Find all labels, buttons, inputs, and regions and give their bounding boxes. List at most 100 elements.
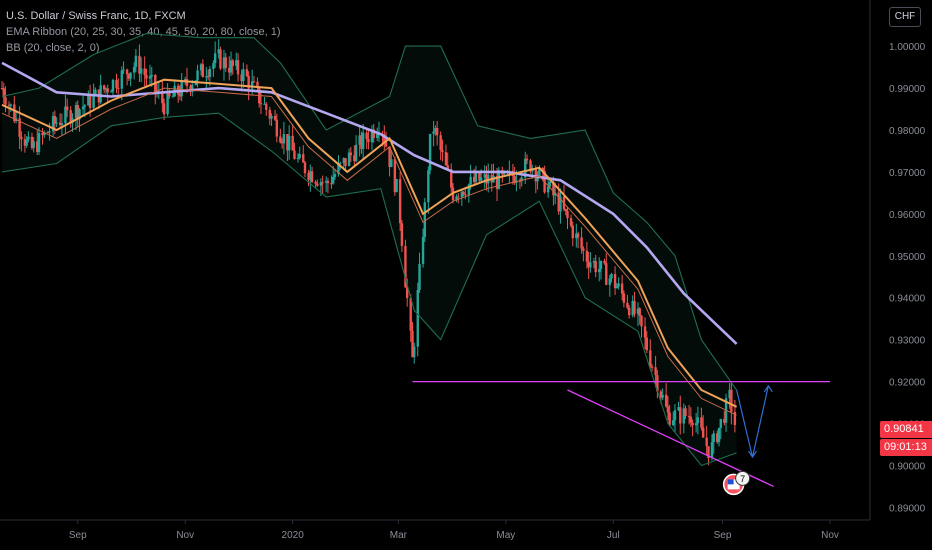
candle-body: [275, 119, 279, 137]
candle-body: [546, 186, 550, 193]
candle-body: [608, 278, 611, 285]
candle-body: [571, 225, 574, 239]
candle-body: [138, 55, 141, 74]
candle-body: [279, 136, 282, 143]
candle-body: [132, 66, 136, 73]
ema-ribbon-label[interactable]: EMA Ribbon (20, 25, 30, 35, 40, 45, 50, …: [6, 26, 281, 38]
candle-body: [495, 176, 499, 189]
candle-body: [145, 74, 148, 79]
candle-body: [479, 177, 483, 181]
candle-body: [185, 79, 189, 87]
candle-body: [273, 115, 277, 120]
bollinger-bands-label[interactable]: BB (20, close, 2, 0): [6, 42, 100, 54]
candle-body: [418, 263, 421, 291]
candle-body: [18, 118, 21, 137]
symbol-title: U.S. Dollar / Swiss Franc, 1D, FXCM: [6, 10, 186, 22]
candle-body: [497, 170, 501, 189]
candle-body: [9, 104, 13, 106]
candle-body: [259, 103, 263, 105]
candle-body: [196, 70, 199, 81]
candle-body: [51, 115, 55, 132]
currency-button[interactable]: CHF: [889, 7, 921, 27]
candle-body: [213, 53, 217, 64]
candle-body: [677, 407, 680, 411]
candle-body: [559, 196, 562, 212]
event-badge[interactable]: 7: [722, 470, 751, 496]
candle-body: [41, 133, 44, 136]
candle-body: [668, 412, 671, 426]
candle-body: [710, 442, 714, 459]
candle-body: [398, 179, 402, 224]
candle-body: [620, 283, 624, 294]
candle-body: [587, 261, 590, 268]
candle-body: [483, 174, 486, 178]
candle-body: [321, 182, 324, 184]
candle-body: [46, 132, 50, 134]
candle-body: [467, 184, 471, 196]
candle-body: [319, 182, 323, 186]
candle-body: [599, 260, 603, 270]
candle-body: [171, 96, 175, 98]
ema-fast-line: [1, 78, 738, 408]
candle-body: [247, 75, 250, 89]
candle-body: [291, 135, 294, 151]
candle-body: [48, 131, 51, 133]
candle-body: [332, 176, 335, 184]
candle-body: [74, 105, 78, 119]
candle-body: [400, 223, 404, 246]
candle-body: [441, 150, 444, 153]
y-tick-label: 0.99000: [889, 84, 926, 95]
drawings[interactable]: [412, 380, 831, 488]
channel-line: [567, 389, 774, 488]
candle-body: [330, 183, 333, 185]
candle-body: [224, 57, 227, 68]
candle-body: [723, 419, 726, 423]
candle-body: [615, 286, 619, 289]
candle-body: [617, 283, 620, 287]
x-tick-label: Sep: [714, 530, 732, 541]
candle-body: [111, 79, 115, 92]
candle-body: [252, 81, 256, 83]
candle-body: [309, 171, 312, 180]
candle-body: [296, 157, 300, 159]
candle-body: [404, 245, 407, 288]
candle-body: [7, 104, 11, 106]
candle-body: [589, 262, 592, 268]
candle-body: [178, 94, 182, 97]
x-tick-label: May: [496, 530, 515, 541]
ema-slow-line: [1, 61, 738, 345]
candle-body: [712, 433, 715, 443]
y-tick-label: 0.94000: [889, 294, 926, 305]
candle-body: [293, 150, 296, 159]
candle-body: [88, 93, 92, 108]
event-count-text: 7: [740, 474, 745, 484]
candle-body: [361, 132, 365, 149]
candle-body: [139, 68, 143, 74]
candle-body: [83, 105, 87, 107]
candle-body: [728, 389, 731, 399]
candle-body: [557, 192, 560, 212]
candle-body: [576, 233, 580, 238]
candle-body: [282, 134, 286, 144]
candles: [0, 39, 737, 466]
chart-legend: U.S. Dollar / Swiss Franc, 1D, FXCM EMA …: [6, 8, 281, 56]
candle-body: [627, 307, 631, 316]
last-price-tag: 0.90841: [880, 421, 932, 439]
candle-body: [701, 427, 705, 438]
candle-body: [594, 261, 597, 273]
candle-body: [180, 80, 183, 97]
candle-body: [102, 85, 106, 90]
y-tick-label: 0.98000: [889, 126, 926, 137]
candle-body: [69, 110, 72, 124]
x-tick-label: Jul: [607, 530, 620, 541]
candle-body: [733, 411, 737, 426]
candle-body: [592, 261, 596, 263]
x-axis[interactable]: Sep Nov 2020 Mar May Jul Sep Nov: [0, 519, 870, 541]
x-tick-label: Sep: [69, 530, 87, 541]
candle-body: [199, 64, 203, 71]
candle-body: [536, 176, 539, 182]
candle-body: [455, 196, 458, 201]
candle-body: [115, 79, 118, 88]
candle-body: [58, 122, 62, 126]
